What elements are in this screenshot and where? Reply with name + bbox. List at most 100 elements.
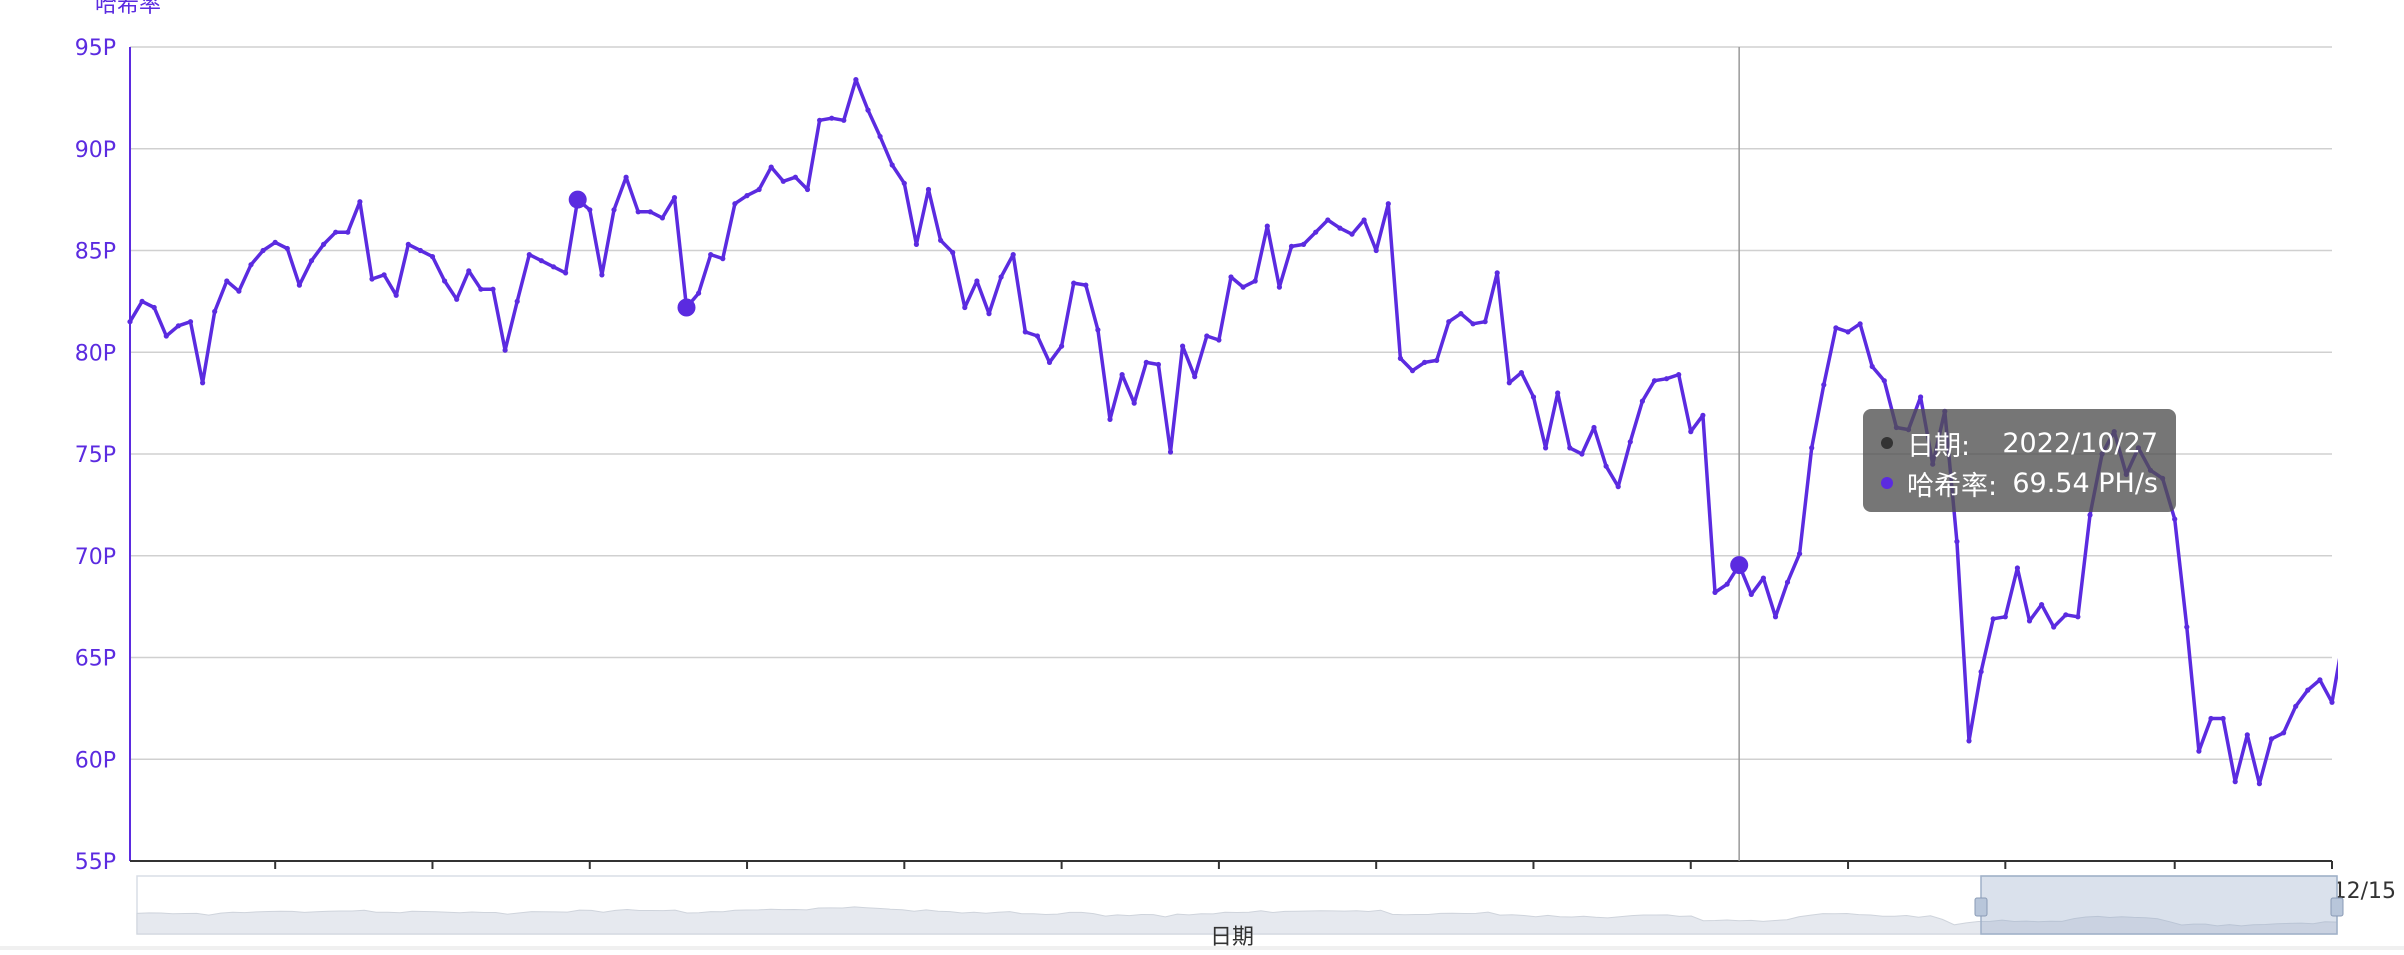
data-point [514,298,520,304]
data-point [1688,429,1694,435]
data-point [1204,333,1210,339]
data-point [1059,343,1065,349]
data-point [1676,372,1682,378]
data-point [1857,321,1863,327]
data-point [804,186,811,193]
data-point [1821,382,1827,388]
data-point [1664,376,1670,382]
data-point [647,209,653,215]
data-point [200,380,206,386]
data-point [2039,602,2045,608]
data-point [829,115,835,121]
data-point [1446,319,1452,325]
data-point [1772,614,1779,620]
data-zoom-slider[interactable] [136,875,2344,935]
data-point [1397,355,1403,361]
data-point [2220,715,2226,722]
data-point [2196,748,2202,754]
data-point [1046,359,1053,365]
y-tick-label: 90P [75,138,116,163]
data-point [792,174,799,180]
data-point [1494,270,1500,276]
data-point [2232,779,2238,785]
data-point [1760,575,1766,581]
y-tick-label: 95P [75,36,116,61]
data-point [1881,378,1887,384]
data-point [1579,451,1585,457]
data-point [151,304,157,311]
data-point [357,199,363,205]
data-zoom-preview [136,906,2338,935]
data-point [671,195,678,201]
data-point [1034,333,1040,339]
data-point [127,319,133,325]
y-tick-label: 80P [75,341,116,366]
data-point [1918,394,1924,400]
data-point [2317,677,2323,683]
data-point [1954,538,1960,545]
data-point [768,164,774,170]
data-point [2172,516,2178,522]
data-point [901,180,907,186]
data-point [212,308,218,315]
data-point [744,193,750,199]
data-point [1518,370,1524,376]
data-point [1797,551,1803,557]
tooltip-hash-dot [1881,477,1893,489]
data-point [139,298,145,304]
data-point [1361,217,1367,223]
data-point [1264,223,1270,229]
data-point [1288,243,1295,249]
tooltip-date-label: 日期: [1907,430,1971,462]
data-point [2244,732,2250,738]
y-tick-label: 60P [75,748,116,773]
data-point [1639,398,1645,404]
data-point [2281,730,2287,736]
data-point [1712,589,1718,596]
data-point [756,186,762,193]
data-point [175,323,181,329]
data-point [1071,280,1077,286]
data-point [1869,363,1875,370]
data-point [1651,378,1658,384]
data-point [998,274,1004,280]
data-point [478,286,484,292]
data-point [1010,252,1016,258]
data-point [224,278,230,284]
data-point [1627,439,1633,445]
data-point [538,258,545,264]
data-zoom-handle-left [1974,897,1988,917]
data-point [1506,380,1512,386]
data-point [1385,201,1391,207]
data-point [732,201,738,207]
data-point [1131,400,1137,406]
data-point [1325,217,1331,223]
highlight-point [677,298,696,317]
data-point [1180,343,1186,349]
data-point [1119,372,1125,378]
data-point [550,264,557,270]
data-point [2208,715,2214,722]
data-point [1591,424,1597,431]
x-axis-title: 日期 [1210,925,1254,950]
data-point [429,254,436,260]
data-point [2063,612,2069,618]
data-point [623,174,629,180]
tooltip-hash-label: 哈希率: [1907,470,1998,502]
tooltip-hash-row: 哈希率: 69.54 PH/s [1881,463,2158,503]
y-axis-title: 哈希率 [95,0,161,18]
data-point [1373,247,1379,254]
data-point [1301,241,1307,247]
data-point [1845,329,1851,335]
data-point [1966,738,1972,744]
data-point [260,247,266,254]
data-point [163,333,169,339]
data-point [611,207,617,213]
data-point [381,272,387,278]
data-point [1155,361,1161,368]
data-point [635,209,641,215]
data-point [563,270,569,276]
tooltip-date-dot [1881,437,1893,449]
